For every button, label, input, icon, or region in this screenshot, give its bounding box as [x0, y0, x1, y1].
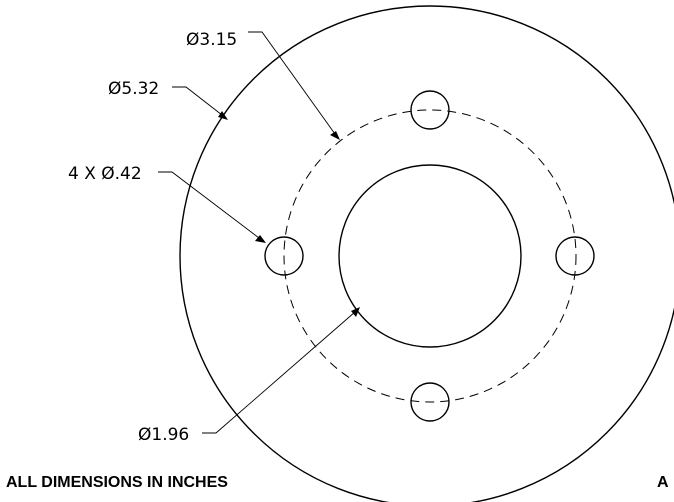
bore-diameter-leader-arrow	[351, 307, 360, 317]
bolt-hole-right	[555, 236, 595, 276]
bore-diameter-label: Ø1.96	[138, 425, 189, 445]
bolt-circle-diameter-label: Ø3.15	[186, 30, 237, 50]
center-bore-circle	[338, 164, 522, 348]
hole-pattern-label: 4 X Ø.42	[68, 164, 142, 184]
view-label: A	[657, 474, 669, 491]
outer-diameter-leader-arrow	[218, 111, 228, 120]
outer-flange-circle	[179, 5, 674, 502]
bolt-hole-top	[410, 90, 450, 130]
bolt-circle-leader-arrow	[330, 131, 340, 140]
bolt-circle	[283, 109, 577, 403]
units-note: ALL DIMENSIONS IN INCHES	[6, 474, 228, 491]
hole-pattern-leader	[158, 171, 260, 239]
bolt-hole-left	[264, 236, 304, 276]
outer-diameter-label: Ø5.32	[108, 79, 159, 99]
hole-pattern-leader-arrow	[255, 235, 266, 243]
bore-diameter-leader	[202, 311, 356, 434]
bolt-hole-bottom	[410, 382, 450, 422]
outer-diameter-leader	[172, 86, 223, 116]
bolt-circle-leader	[248, 31, 336, 135]
